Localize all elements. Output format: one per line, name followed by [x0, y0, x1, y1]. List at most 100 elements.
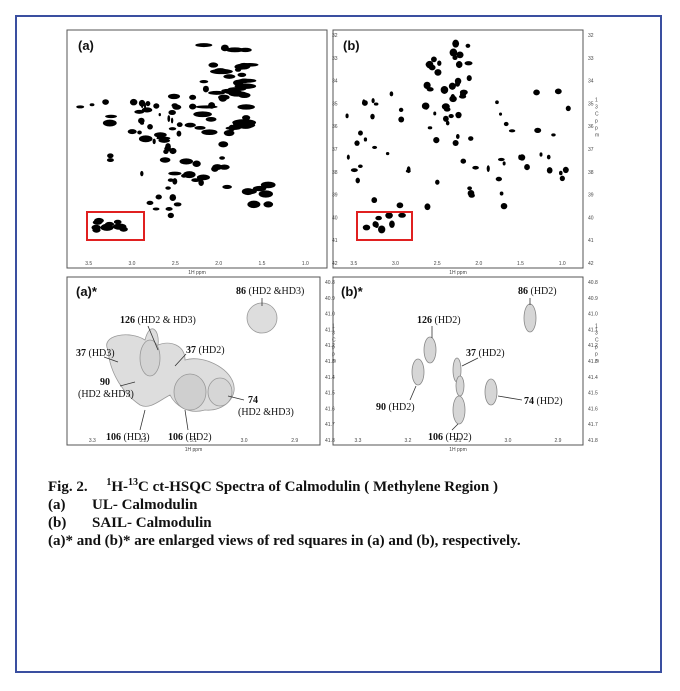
x-tick-label: 1.5: [259, 261, 266, 267]
y-tick-label: 38: [588, 170, 594, 176]
peak: [406, 166, 411, 174]
caption-note: (a)* and (b)* are enlarged views of red …: [48, 533, 521, 549]
y-tick-label: 41: [332, 238, 338, 244]
x-tick-label: 3.0: [505, 438, 512, 444]
caption: Fig. 2. 1H-13C ct-HSQC Spectra of Calmod…: [48, 478, 630, 550]
peak: [218, 141, 229, 148]
peak: [495, 100, 499, 105]
peak: [238, 78, 250, 84]
y-tick-label: 41.4: [588, 375, 598, 381]
peak: [167, 93, 181, 100]
peak: [502, 161, 506, 166]
peak: [112, 223, 127, 230]
peak: [427, 126, 433, 130]
peak: [519, 154, 526, 161]
peak: [237, 62, 251, 70]
y-tick-label: 41.2: [588, 343, 598, 349]
peak: [371, 98, 375, 104]
y-tick-label: 40: [332, 215, 338, 221]
y-tick-label: 41.2: [325, 343, 335, 349]
peak: [113, 219, 122, 225]
y-tick-label: 41.6: [325, 406, 335, 412]
peak: [199, 79, 209, 84]
peak: [423, 81, 431, 90]
peak: [154, 132, 167, 138]
y-tick-label: 41.7: [588, 422, 598, 428]
peak: [219, 156, 225, 160]
peak: [107, 153, 114, 159]
y-axis-label: 3: [595, 330, 598, 336]
peak: [551, 133, 556, 137]
y-tick-label: 41.0: [588, 312, 598, 318]
peak: [258, 190, 273, 198]
annotation: 37 (HD3): [76, 348, 115, 359]
peak: [450, 93, 456, 102]
peak: [362, 99, 366, 105]
peak: [140, 170, 144, 177]
peak: [441, 103, 450, 110]
panel-b: [332, 29, 584, 269]
peak: [398, 116, 405, 123]
y-axis-label: 1: [332, 323, 335, 329]
peak: [559, 175, 565, 182]
x-axis-label: 1H ppm: [449, 270, 467, 276]
x-tick-label: 2.5: [172, 261, 179, 267]
peak: [362, 224, 371, 231]
peak: [173, 202, 182, 207]
x-tick-label: 1.0: [302, 261, 309, 267]
y-axis-label: m: [595, 358, 599, 364]
x-tick-label: 3.3: [89, 438, 96, 444]
peak: [468, 136, 474, 141]
peak: [144, 103, 147, 110]
y-tick-label: 34: [332, 79, 338, 85]
peak: [228, 124, 236, 132]
peak: [167, 212, 174, 219]
y-tick-label: 41.0: [325, 312, 335, 318]
peak: [137, 130, 142, 135]
peak: [165, 207, 173, 211]
text: H-: [111, 479, 129, 495]
annotation: 37 (HD2): [186, 345, 225, 356]
zoom-box: [86, 211, 145, 241]
spots: [76, 43, 276, 233]
peak: [508, 129, 516, 133]
y-axis-label: p: [595, 125, 598, 131]
peak: [562, 166, 569, 174]
peak: [546, 154, 551, 160]
peak: [455, 61, 463, 69]
peak: [355, 177, 360, 184]
peak: [464, 61, 473, 66]
figure-frame: [15, 15, 662, 673]
y-tick-label: 33: [332, 56, 338, 62]
x-tick-label: 1.5: [517, 261, 524, 267]
x-tick-label: 3.3: [355, 438, 362, 444]
peak: [465, 43, 471, 48]
peak: [389, 220, 395, 228]
peak: [455, 133, 460, 139]
peak: [208, 62, 219, 68]
x-axis-label: 1H ppm: [449, 447, 467, 453]
peak: [152, 138, 156, 145]
peak: [167, 115, 171, 122]
y-tick-label: 41.8: [588, 438, 598, 444]
peaks: [106, 302, 278, 412]
peak: [106, 158, 114, 163]
peak: [375, 215, 382, 221]
x-tick-label: 3.1: [455, 438, 462, 444]
peak: [263, 201, 274, 208]
y-axis-label: p: [595, 344, 598, 350]
peak: [176, 130, 182, 137]
y-axis-label: C: [595, 111, 599, 117]
peak: [195, 43, 213, 48]
panel-a: [66, 29, 328, 269]
y-tick-label: 37: [332, 147, 338, 153]
annotation: 106 (HD2): [428, 432, 472, 443]
peak: [129, 98, 138, 106]
peak: [460, 158, 467, 164]
y-tick-label: 36: [588, 124, 594, 130]
peak: [260, 181, 276, 189]
peak: [559, 170, 563, 176]
y-tick-label: 41: [588, 238, 594, 244]
peak: [363, 137, 368, 142]
y-tick-label: 41.1: [325, 327, 335, 333]
